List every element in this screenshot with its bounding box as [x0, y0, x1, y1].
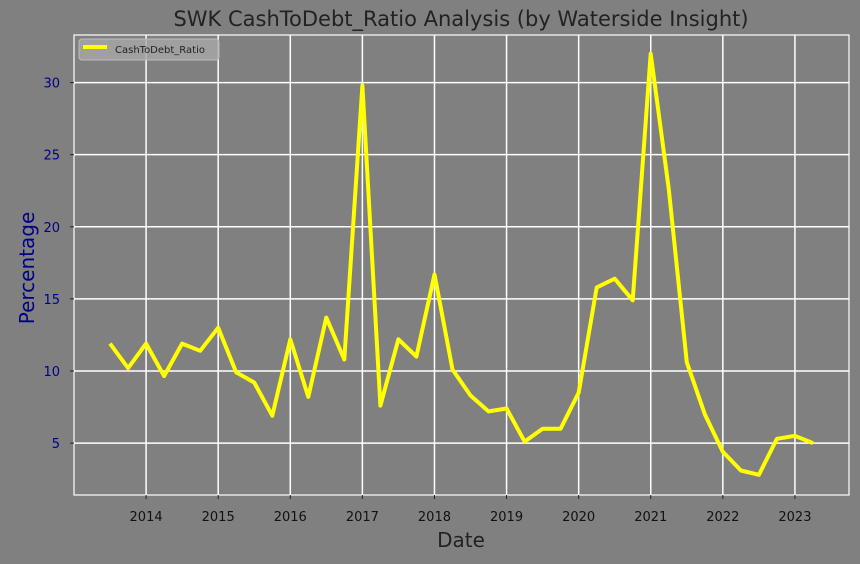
y-tick-label: 25	[43, 149, 60, 164]
x-tick-label: 2023	[778, 510, 811, 525]
x-axis: 2014 2015 2016 2017 2018 2019 2020 2021 2022 2023	[130, 495, 811, 525]
series-line-cashtodebt-ratio	[108, 51, 814, 477]
x-tick-label: 2021	[634, 510, 667, 525]
y-axis: 5 10 15 20 25 30	[43, 77, 74, 452]
y-tick-label: 30	[43, 77, 60, 92]
x-tick-label: 2022	[706, 510, 739, 525]
x-tick-label: 2014	[130, 510, 163, 525]
y-axis-label: Percentage	[15, 212, 39, 325]
grid	[74, 35, 849, 495]
y-tick-label: 5	[52, 437, 60, 452]
y-tick-label: 15	[43, 293, 60, 308]
legend-box	[78, 38, 220, 61]
legend: CashToDebt_Ratio	[78, 38, 220, 61]
x-tick-label: 2019	[490, 510, 523, 525]
x-tick-label: 2016	[274, 510, 307, 525]
x-axis-label: Date	[437, 528, 485, 552]
chart-title: SWK CashToDebt_Ratio Analysis (by Waters…	[173, 7, 748, 32]
y-tick-label: 10	[43, 365, 60, 380]
x-tick-label: 2017	[346, 510, 379, 525]
y-tick-label: 20	[43, 221, 60, 236]
x-tick-label: 2015	[202, 510, 235, 525]
x-tick-label: 2020	[562, 510, 595, 525]
legend-label: CashToDebt_Ratio	[115, 45, 205, 56]
plot-frame	[73, 34, 850, 496]
x-tick-label: 2018	[418, 510, 451, 525]
